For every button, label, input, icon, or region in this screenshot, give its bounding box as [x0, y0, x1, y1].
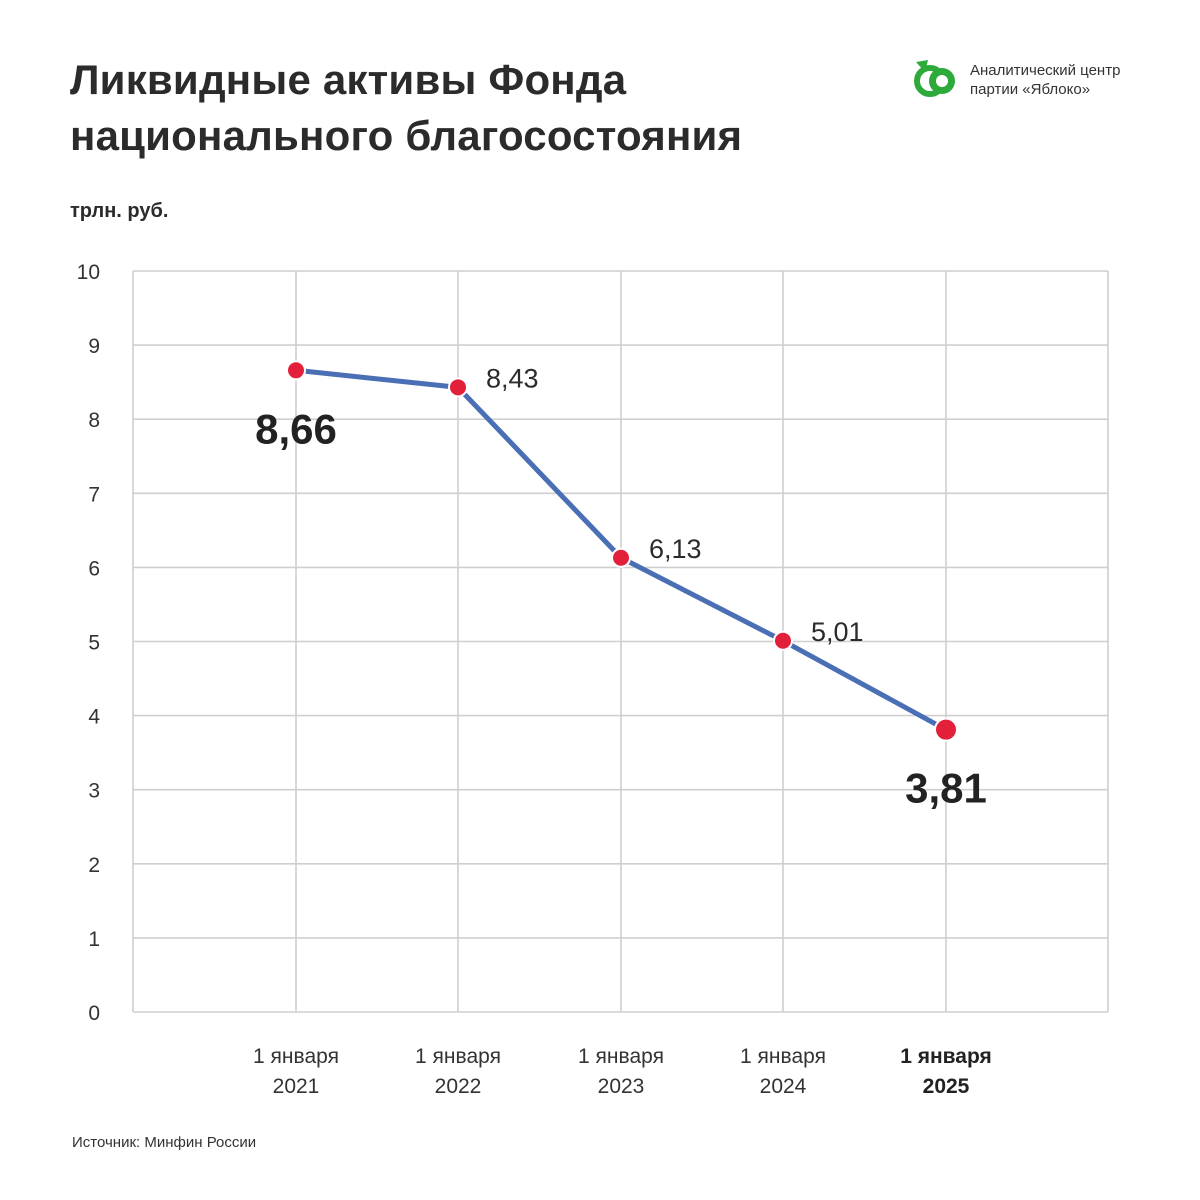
chart-title-line-1: Ликвидные активы Фонда: [70, 56, 627, 103]
data-label: 3,81: [905, 765, 987, 812]
data-point-marker: [773, 630, 793, 651]
x-tick-label: 1 января: [900, 1045, 992, 1068]
data-label: 8,66: [255, 405, 337, 452]
data-point-marker: [934, 717, 958, 742]
y-tick-label: 4: [88, 706, 100, 729]
data-point-marker: [448, 377, 468, 398]
y-tick-label: 1: [88, 928, 100, 951]
x-tick-label: 2022: [435, 1075, 482, 1098]
y-tick-label: 9: [88, 335, 100, 358]
data-label: 8,43: [486, 363, 539, 393]
x-tick-label: 1 января: [253, 1045, 339, 1068]
data-label: 5,01: [811, 617, 864, 647]
x-tick-label: 2021: [273, 1075, 320, 1098]
y-tick-label: 6: [88, 557, 100, 580]
data-label: 6,13: [649, 534, 702, 564]
x-tick-label: 1 января: [415, 1045, 501, 1068]
logo-text-line-1: Аналитический центр: [970, 62, 1121, 79]
chart-title-line-2: национального благосостояния: [70, 112, 743, 159]
yabloko-logo-icon: [914, 60, 955, 97]
data-point-marker: [611, 547, 631, 568]
y-tick-label: 7: [88, 483, 100, 506]
x-tick-label: 1 января: [740, 1045, 826, 1068]
y-axis-unit-label: трлн. руб.: [70, 200, 169, 222]
y-tick-label: 8: [88, 409, 100, 432]
y-tick-label: 3: [88, 780, 100, 803]
data-point-marker: [286, 360, 306, 381]
x-tick-label: 1 января: [578, 1045, 664, 1068]
x-tick-label: 2024: [760, 1075, 807, 1098]
chart-title: Ликвидные активы Фонда национального бла…: [70, 52, 870, 164]
logo-text: Аналитический центр партии «Яблоко»: [970, 61, 1120, 99]
x-tick-label: 2025: [923, 1075, 970, 1098]
logo: Аналитический центр партии «Яблоко»: [912, 58, 1192, 102]
x-tick-label: 2023: [598, 1075, 645, 1098]
y-tick-label: 2: [88, 854, 100, 877]
y-tick-label: 5: [88, 632, 100, 655]
logo-text-line-2: партии «Яблоко»: [970, 81, 1091, 98]
y-tick-label: 10: [77, 261, 100, 284]
y-tick-label: 0: [88, 1002, 100, 1025]
source-note: Источник: Минфин России: [72, 1134, 257, 1151]
